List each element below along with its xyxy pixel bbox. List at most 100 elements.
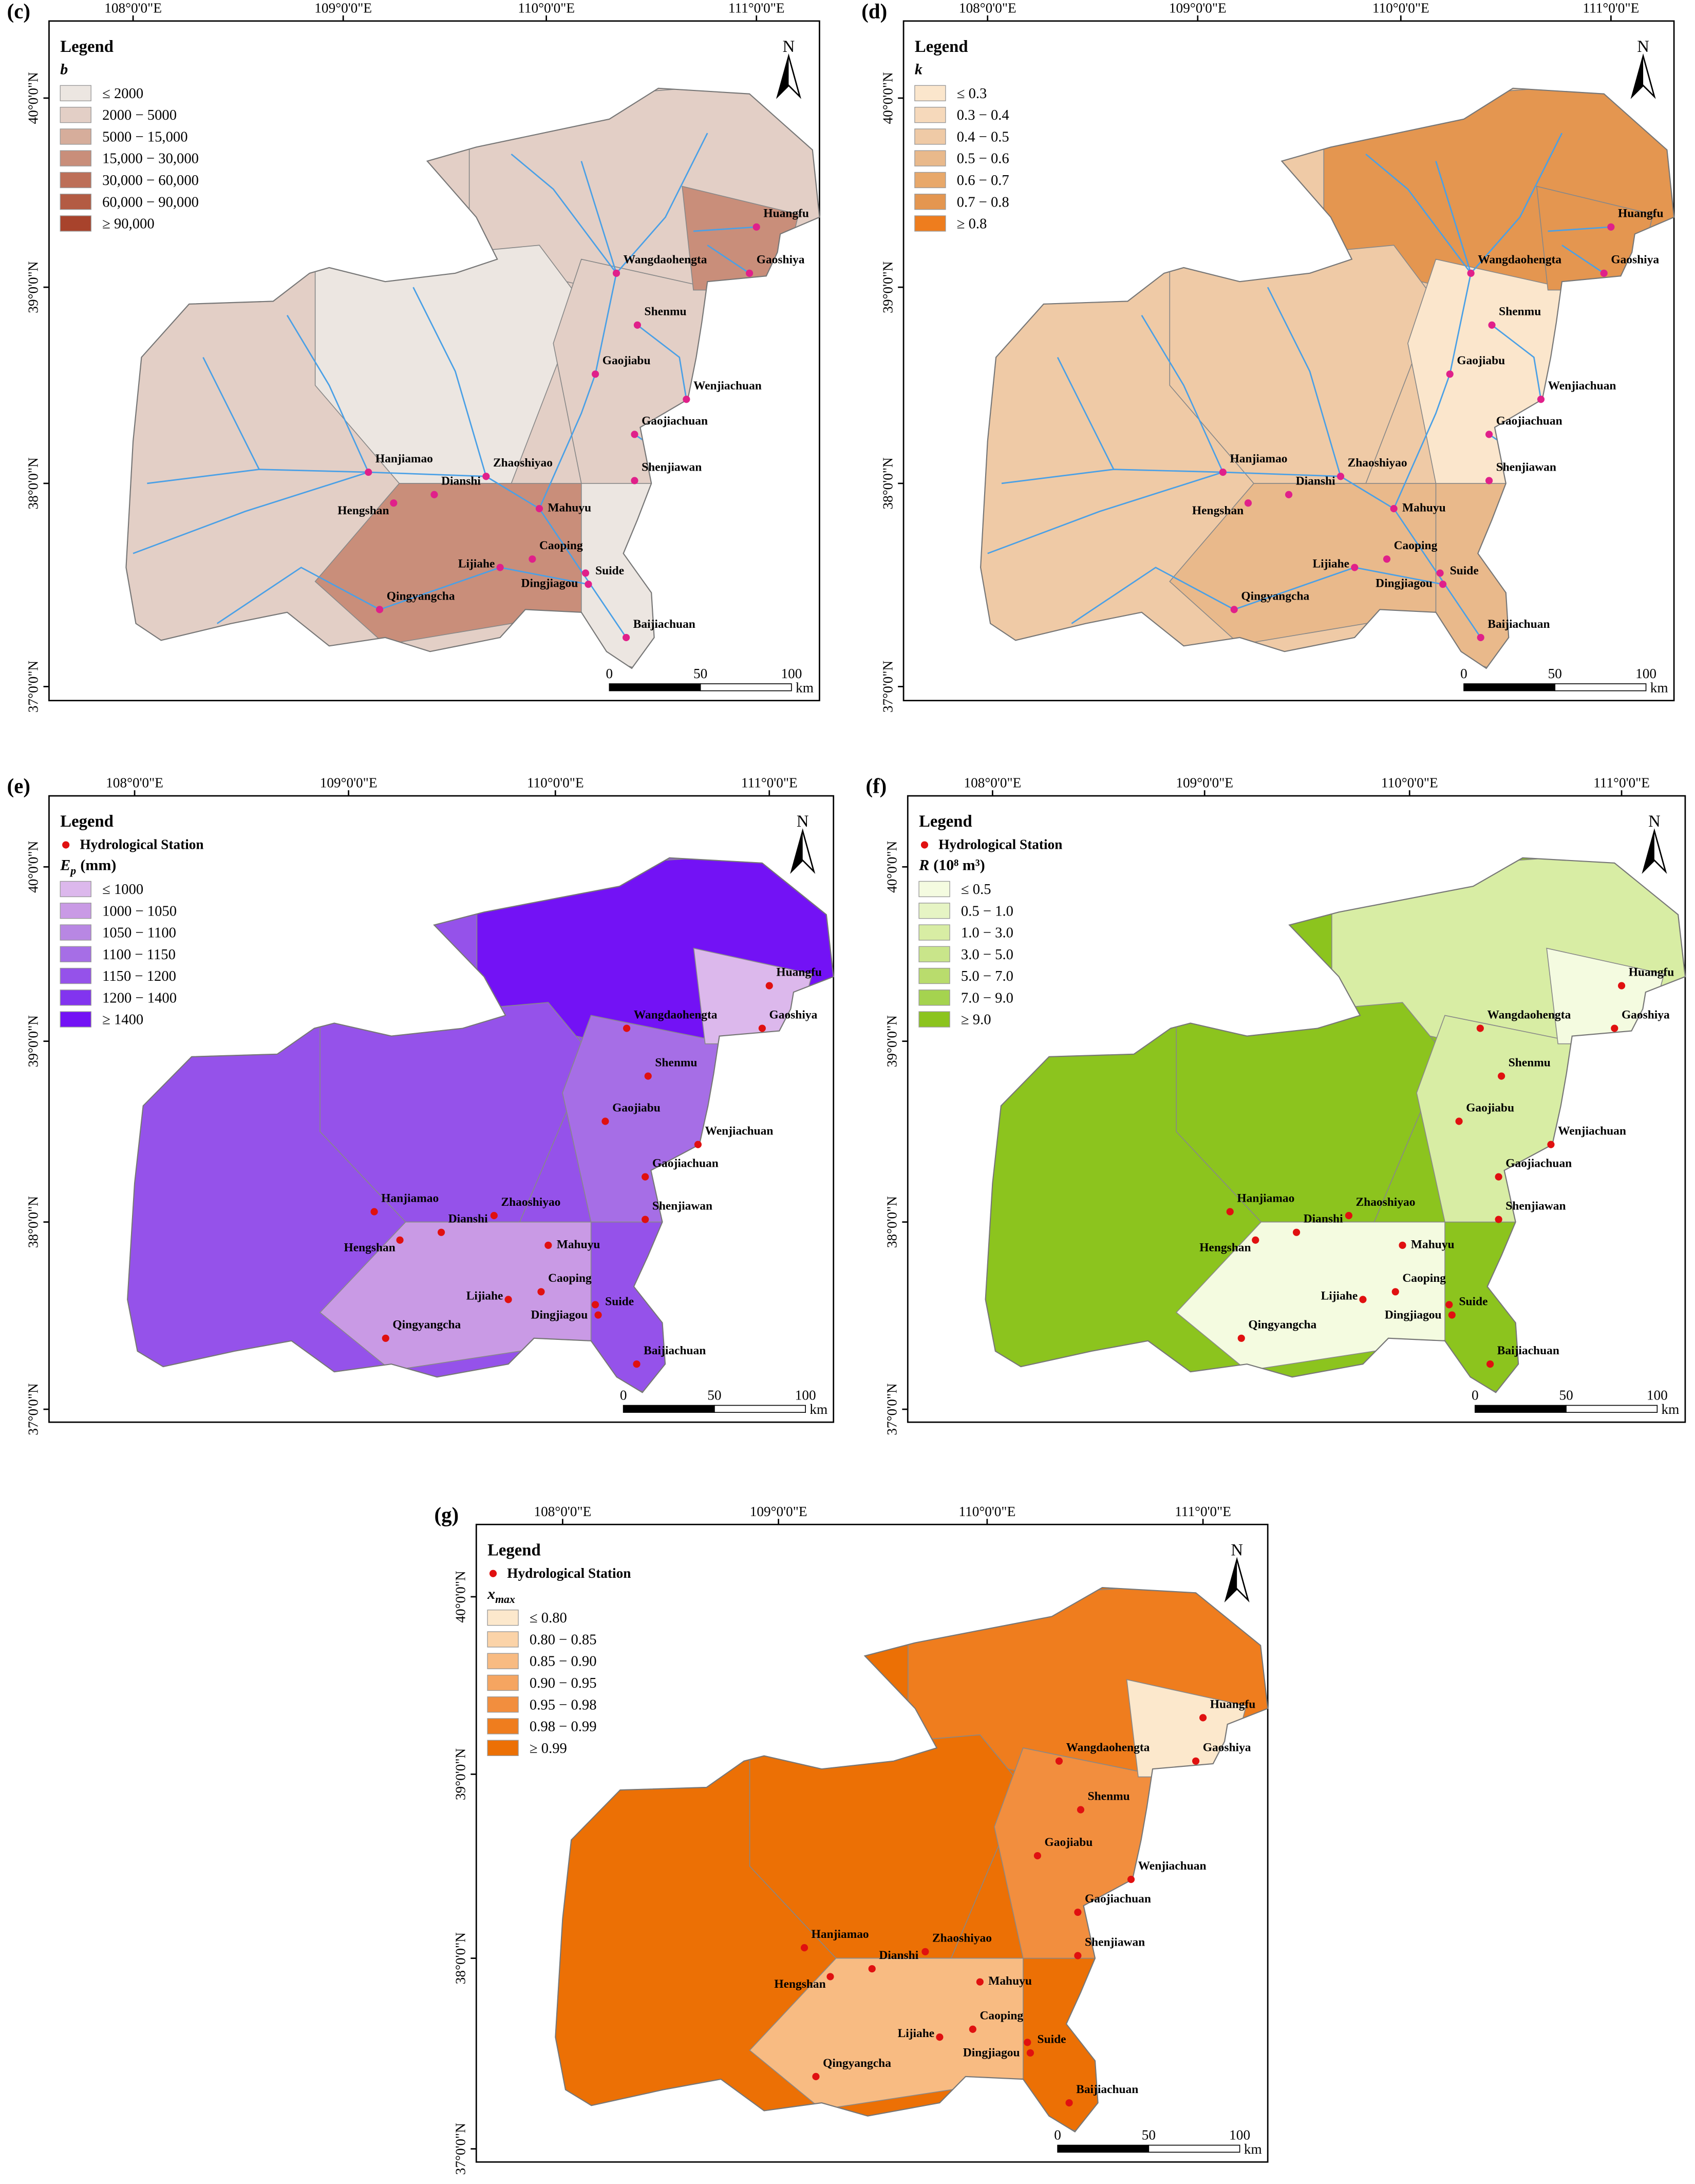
legend-swatch (487, 1609, 519, 1626)
station-label: Wangdaohengta (634, 1008, 718, 1021)
station-label: Gaojiabu (1045, 1836, 1093, 1849)
legend-label: 1050 − 1100 (102, 925, 176, 941)
station (376, 606, 384, 613)
station-label: Wenjiachuan (1548, 379, 1616, 393)
basin-outline (555, 1586, 1269, 2133)
legend-label: 0.85 − 0.90 (530, 1653, 597, 1670)
panel-label: (f) (865, 775, 887, 798)
station (1055, 1757, 1063, 1765)
legend-swatch (914, 172, 946, 189)
station (1345, 1211, 1353, 1220)
legend-label: 1.0 − 3.0 (961, 925, 1013, 941)
river (511, 153, 617, 274)
station (1537, 396, 1545, 403)
station-label: Zhaoshiyao (932, 1932, 992, 1945)
legend-label: 0.90 − 0.95 (530, 1675, 597, 1691)
station (482, 473, 490, 480)
legend-swatch (60, 85, 91, 102)
lon-label: 108°0'0"E (959, 1, 1016, 16)
lat-label: 37°0'0"N (453, 2123, 468, 2175)
station (430, 491, 438, 498)
station-label: Suide (1459, 1295, 1487, 1308)
station-label: Gaojiachuan (652, 1157, 719, 1170)
station (1486, 1360, 1494, 1368)
station (529, 555, 536, 563)
lon-label: 110°0'0"E (518, 1, 575, 16)
station-label: Shenjiawan (1496, 460, 1556, 474)
legend-label: 5000 − 15,000 (102, 128, 187, 145)
scale-white (1566, 1405, 1658, 1413)
station (1074, 1908, 1082, 1916)
station-label: Lijiahe (458, 557, 495, 571)
station-label: Lijiahe (1321, 1289, 1358, 1302)
station-label: Lijiahe (898, 2027, 935, 2040)
station (1230, 606, 1238, 613)
station (752, 223, 760, 231)
legend-label: 1100 − 1150 (102, 946, 176, 963)
legend-swatch (60, 903, 91, 919)
station-label: Dingjiagou (963, 2046, 1020, 2060)
legend-title: Legend (60, 812, 114, 831)
station (642, 1173, 649, 1181)
station (1252, 1236, 1259, 1244)
river (637, 324, 687, 400)
scale-black (1057, 2144, 1150, 2153)
station (390, 499, 398, 507)
station (683, 396, 690, 403)
legend-label: 3.0 − 5.0 (961, 946, 1013, 963)
station (535, 505, 543, 513)
scale-black (623, 1405, 715, 1413)
station (1226, 1208, 1234, 1216)
panel-label: (e) (7, 775, 30, 798)
station-label: Shenjiawan (642, 460, 702, 474)
station (644, 1072, 652, 1080)
station (1611, 1024, 1618, 1032)
map-panel: (d) 108°0'0"E 109°0'0"E 110°0'0"E 111°0'0"E 4… (861, 0, 1675, 713)
station (976, 1978, 984, 1986)
river (412, 287, 487, 477)
legend-label: 15,000 − 30,000 (102, 151, 199, 167)
station-label: Caoping (1402, 1272, 1446, 1285)
lon-label: 111°0'0"E (728, 1, 785, 16)
station (1033, 1852, 1042, 1860)
station-label: Dingjiagou (1385, 1309, 1442, 1322)
station-label: Hanjiamao (381, 1191, 439, 1205)
station-label: Gaoshiya (769, 1008, 818, 1021)
lon-label: 111°0'0"E (1175, 1504, 1231, 1519)
station (1219, 469, 1227, 476)
variable-unit: (10⁸ m³) (933, 857, 985, 874)
lat-label: 40°0'0"N (453, 1571, 468, 1622)
station (642, 1216, 649, 1223)
river (693, 226, 757, 232)
river (1548, 226, 1611, 232)
station (868, 1965, 876, 1973)
station (1439, 581, 1447, 588)
station-label: Gaoshiya (1622, 1008, 1670, 1021)
legend-swatch (918, 881, 950, 898)
legend-swatch (60, 150, 91, 166)
north-label: N (1231, 1541, 1243, 1559)
sub-basins (1175, 857, 1685, 1393)
legend-swatch (487, 1674, 519, 1691)
legend-label: ≥ 9.0 (961, 1012, 991, 1028)
legend-label: ≥ 0.99 (530, 1740, 567, 1757)
lon-label: 109°0'0"E (750, 1504, 807, 1519)
station (544, 1241, 552, 1249)
station (936, 2033, 944, 2041)
station (1399, 1241, 1406, 1249)
station (1359, 1296, 1367, 1303)
legend-label: 0.80 − 0.85 (530, 1631, 597, 1648)
station-label: Baijiachuan (1497, 1344, 1559, 1357)
legend-swatch (60, 990, 91, 1006)
legend-label: 1150 − 1200 (102, 968, 176, 984)
legend-swatch (487, 1631, 519, 1648)
station-label: Shenmu (655, 1056, 697, 1069)
scale-label: 50 (1548, 666, 1562, 681)
station-label: Hengshan (774, 1977, 825, 1991)
station-label: Suide (1038, 2033, 1066, 2046)
station (1488, 321, 1496, 329)
station-label: Gaojiabu (1466, 1101, 1514, 1114)
station-label: Shenmu (645, 305, 687, 319)
station (1336, 473, 1345, 480)
